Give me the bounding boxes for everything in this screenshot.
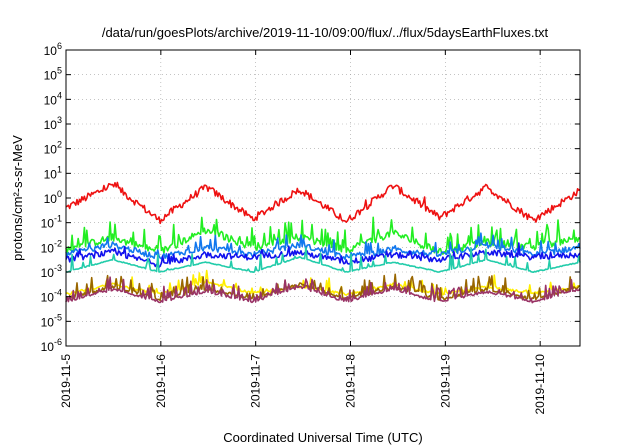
x-tick-label: 2019-11-6 xyxy=(154,354,168,408)
y-axis-ticks: 10-6 10-5 10-4 10-3 10-2 10-1 100 101 102 103 104 1… xyxy=(41,41,580,354)
y-tick-label: 105 xyxy=(44,66,62,83)
y-tick-label: 101 xyxy=(44,164,62,181)
series-layer xyxy=(65,181,581,304)
y-tick-label: 10-1 xyxy=(41,214,62,231)
series-line-7 xyxy=(65,276,581,304)
series-line-3 xyxy=(65,242,581,269)
x-axis-ticks: 2019-11-5 2019-11-6 2019-11-7 2019-11-8 2019… xyxy=(59,50,547,415)
y-axis-label: protons/cm²-s-sr-MeV xyxy=(10,135,25,261)
y-tick-label: 10-3 xyxy=(41,263,62,280)
y-tick-label: 106 xyxy=(44,41,62,58)
series-line-4 xyxy=(65,246,581,274)
x-axis-label: Coordinated Universal Time (UTC) xyxy=(223,430,422,445)
y-tick-label: 102 xyxy=(44,140,62,157)
series-line-2 xyxy=(65,232,581,261)
y-tick-label: 10-5 xyxy=(41,312,62,329)
x-tick-label: 2019-11-5 xyxy=(59,354,73,408)
x-tick-label: 2019-11-8 xyxy=(344,354,358,408)
x-tick-label: 2019-11-7 xyxy=(249,354,263,408)
x-tick-label: 2019-11-10 xyxy=(533,354,547,415)
y-tick-label: 103 xyxy=(44,115,62,132)
chart-title: /data/run/goesPlots/archive/2019-11-10/0… xyxy=(102,25,549,40)
y-tick-label: 10-4 xyxy=(41,288,62,305)
series-line-0 xyxy=(65,181,581,225)
y-tick-label: 104 xyxy=(44,90,62,107)
x-tick-label: 2019-11-9 xyxy=(438,354,452,408)
y-tick-label: 10-6 xyxy=(41,337,62,354)
y-tick-label: 10-2 xyxy=(41,238,62,255)
grid xyxy=(66,50,580,346)
y-tick-label: 100 xyxy=(44,189,62,206)
